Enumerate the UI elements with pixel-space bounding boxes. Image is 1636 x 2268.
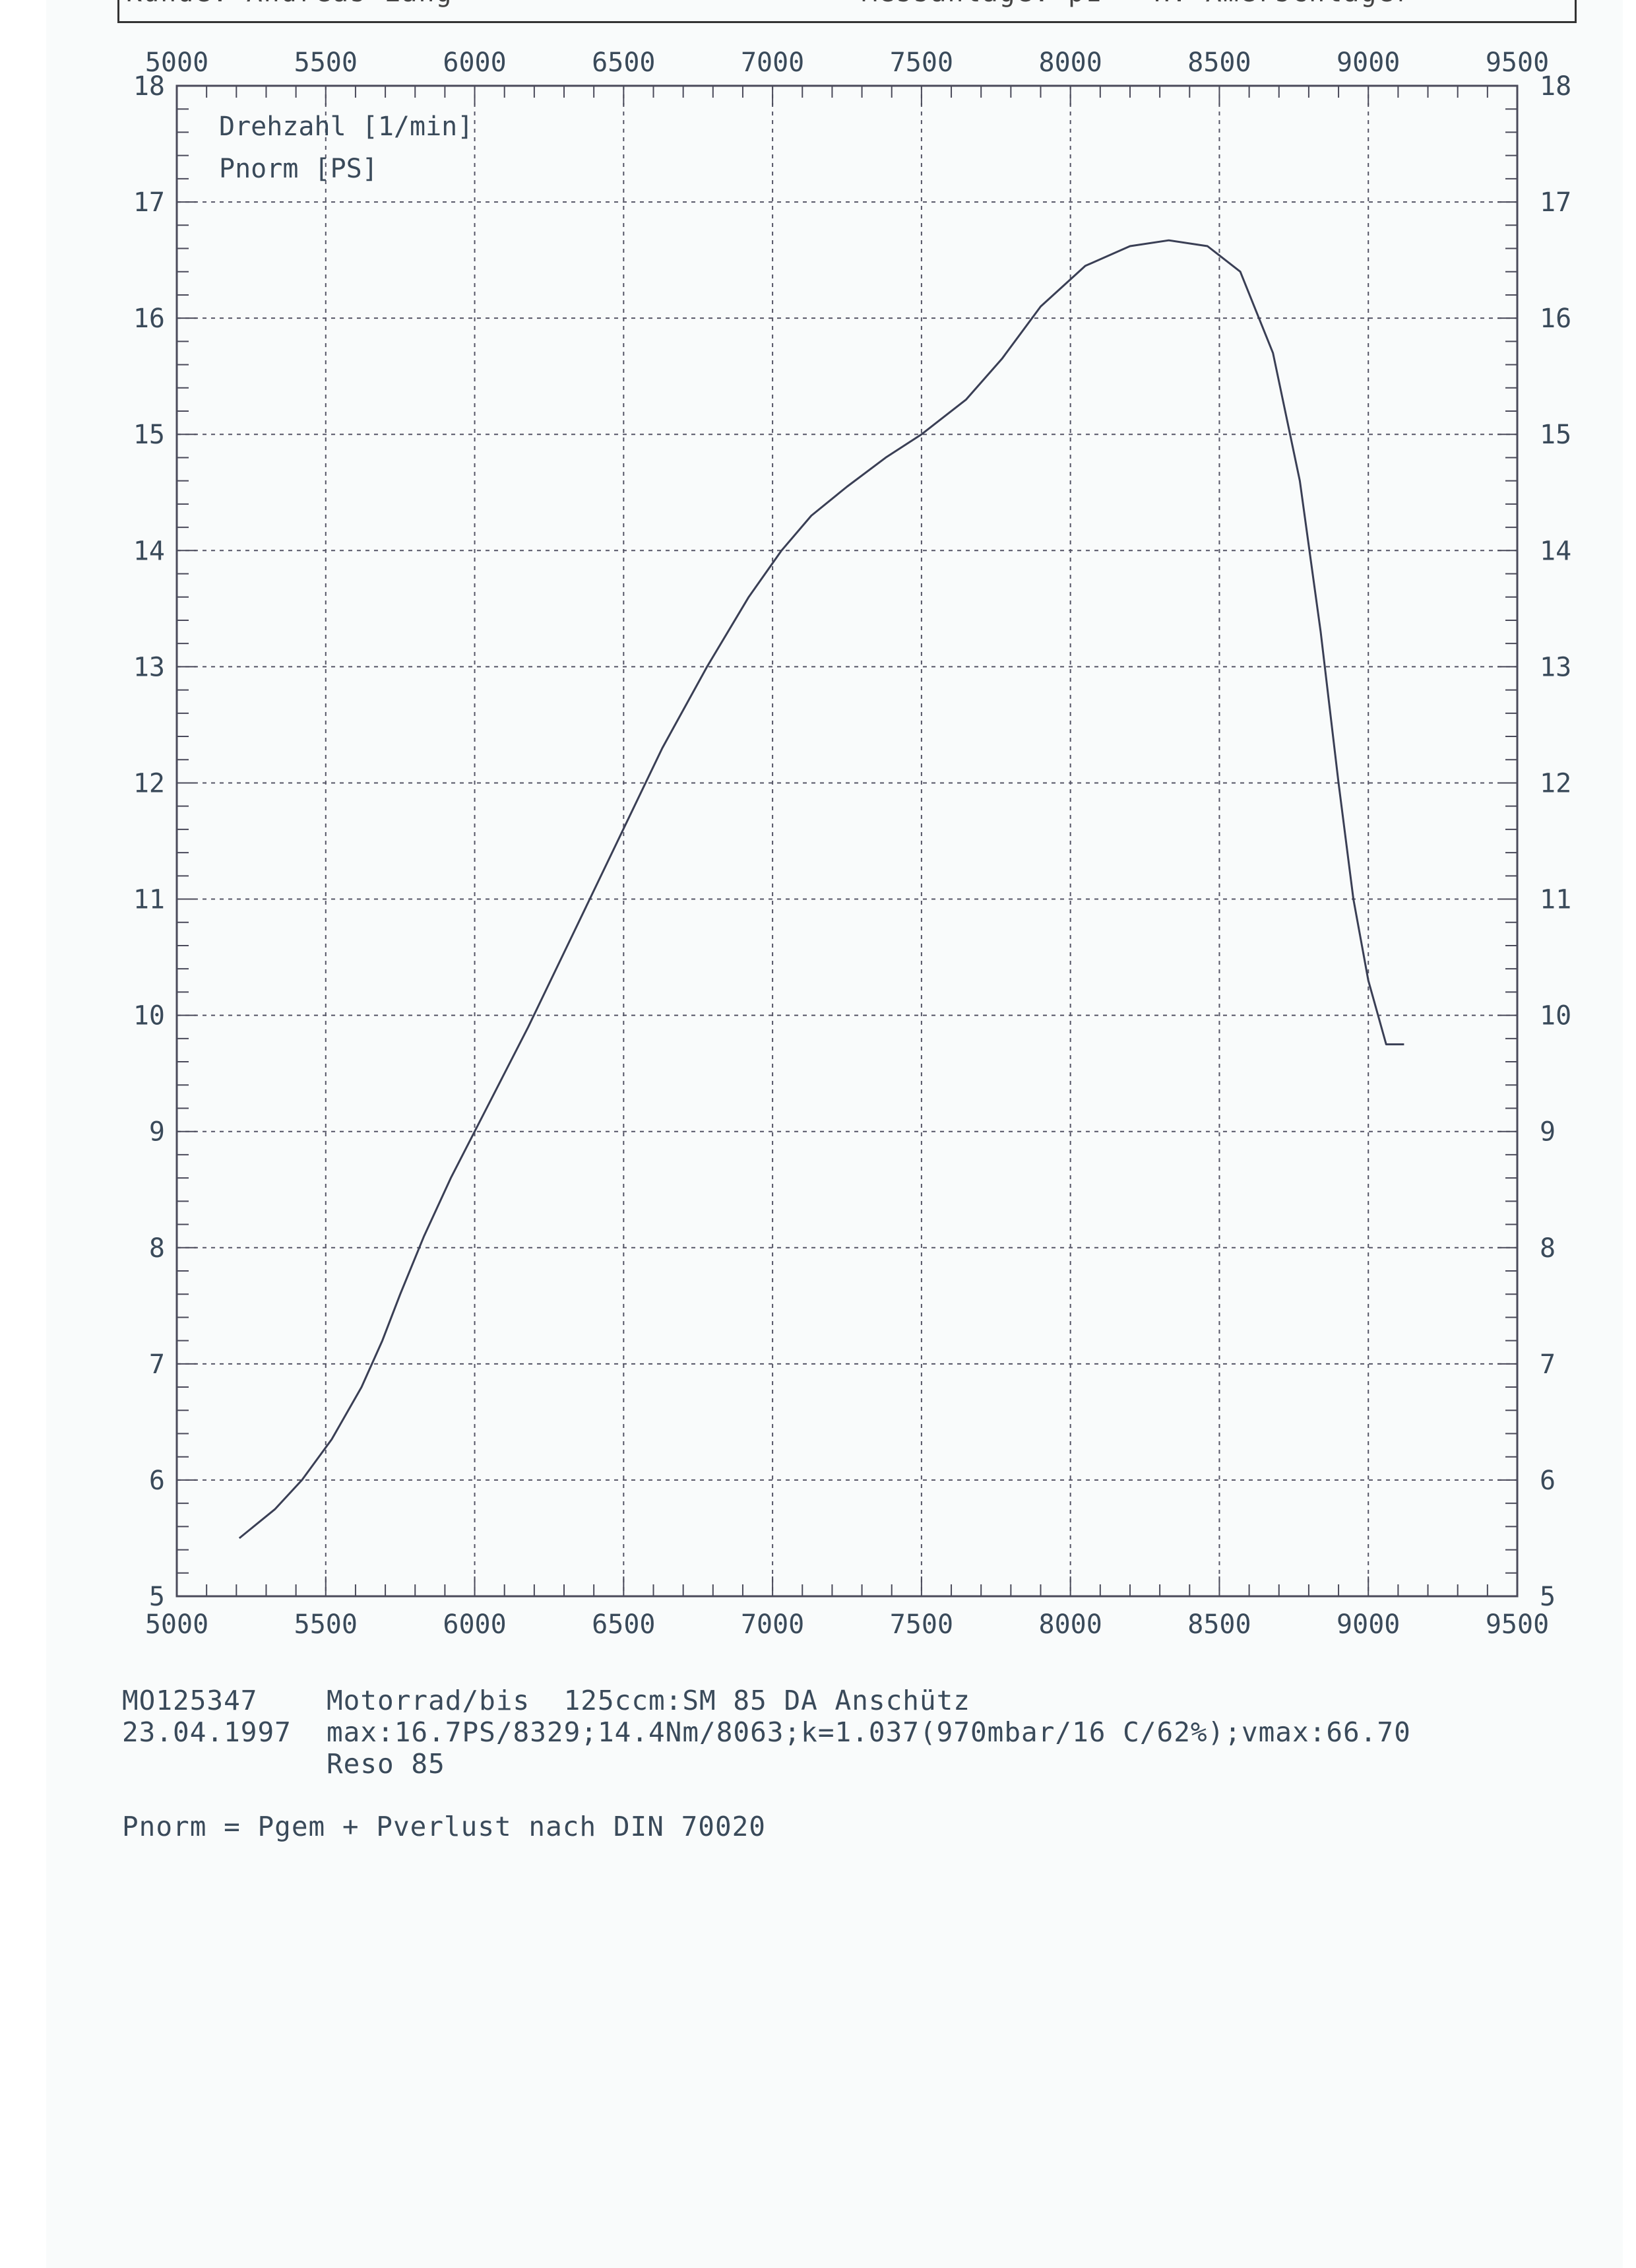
y-tick-label-left: 18	[133, 71, 165, 102]
y-tick-label-left: 9	[149, 1117, 165, 1148]
y-tick-label-right: 8	[1540, 1233, 1556, 1264]
x-tick-label-bottom: 6500	[592, 1609, 655, 1640]
report-id: MO125347	[122, 1685, 258, 1716]
y-tick-label-left: 12	[133, 768, 165, 798]
y-tick-label-left: 7	[149, 1349, 165, 1380]
y-tick-label-right: 10	[1540, 1001, 1571, 1031]
y-tick-label-left: 14	[133, 536, 165, 566]
x-tick-label-top: 5500	[294, 48, 358, 78]
y-tick-label-right: 16	[1540, 304, 1571, 334]
y-tick-label-right: 17	[1540, 187, 1571, 218]
y-tick-label-left: 13	[133, 652, 165, 682]
vehicle-description: Motorrad/bis 125ccm:SM 85 DA Anschütz	[327, 1685, 970, 1716]
x-tick-label-bottom: 9000	[1337, 1609, 1400, 1640]
report-date: 23.04.1997	[122, 1716, 292, 1748]
y-tick-label-left: 11	[133, 885, 165, 915]
x-tick-label-bottom: 9500	[1486, 1609, 1549, 1640]
y-tick-label-right: 11	[1540, 885, 1571, 915]
paper-sheet	[46, 0, 1623, 2268]
x-tick-label-bottom: 5000	[145, 1609, 208, 1640]
x-tick-label-bottom: 8000	[1039, 1609, 1102, 1640]
y-tick-label-right: 15	[1540, 420, 1571, 450]
y-tick-label-left: 6	[149, 1466, 165, 1496]
y-tick-label-left: 5	[149, 1582, 165, 1612]
y-tick-label-right: 12	[1540, 768, 1571, 798]
measurement-summary: max:16.7PS/8329;14.4Nm/8063;k=1.037(970m…	[327, 1716, 1411, 1748]
header-right-text: Messanlage: p1 - H. Amerschläger	[862, 0, 1412, 8]
x-tick-label-bottom: 7500	[890, 1609, 953, 1640]
chart-tick-labels: 5000 5000 5500 5500 6000 6000 6500 6500 7000 7000…	[133, 48, 1571, 1640]
chart-legend: Drehzahl [1/min] Pnorm [PS]	[219, 112, 473, 184]
legend-entry: Drehzahl [1/min]	[219, 112, 473, 142]
x-tick-label-top: 9000	[1337, 48, 1400, 78]
x-tick-label-top: 8000	[1039, 48, 1102, 78]
x-tick-label-bottom: 7000	[741, 1609, 804, 1640]
y-tick-label-right: 5	[1540, 1582, 1556, 1612]
x-tick-label-top: 7000	[741, 48, 804, 78]
x-tick-label-bottom: 5500	[294, 1609, 358, 1640]
x-tick-label-top: 5000	[145, 48, 208, 78]
y-tick-label-left: 17	[133, 187, 165, 218]
x-tick-label-top: 7500	[890, 48, 953, 78]
x-tick-label-top: 8500	[1187, 48, 1251, 78]
y-tick-label-right: 6	[1540, 1466, 1556, 1496]
y-tick-label-left: 15	[133, 420, 165, 450]
y-tick-label-right: 18	[1540, 71, 1571, 102]
y-tick-label-right: 13	[1540, 652, 1571, 682]
plot-frame	[175, 84, 1519, 1598]
legend-entry: Pnorm [PS]	[219, 154, 378, 184]
formula-note: Pnorm = Pgem + Pverlust nach DIN 70020	[122, 1811, 766, 1842]
y-tick-label-right: 7	[1540, 1349, 1556, 1380]
y-tick-label-right: 14	[1540, 536, 1571, 566]
series-line-pnorm	[238, 239, 1404, 1539]
x-tick-label-bottom: 6000	[443, 1609, 506, 1640]
y-tick-label-left: 8	[149, 1233, 165, 1264]
header-box: Kunde: Andreas Lang Messanlage: p1 - H. …	[117, 0, 1577, 23]
x-tick-label-top: 6500	[592, 48, 655, 78]
power-chart: 5000 5000 5500 5500 6000 6000 6500 6500 7000 7000…	[133, 48, 1571, 1640]
chart-ticks	[176, 85, 1518, 1597]
chart-grid	[177, 86, 1517, 1596]
y-tick-label-left: 10	[133, 1001, 165, 1031]
exhaust-note: Reso 85	[327, 1748, 445, 1780]
chart-series	[238, 239, 1404, 1539]
y-tick-label-left: 16	[133, 304, 165, 334]
x-tick-label-bottom: 8500	[1187, 1609, 1251, 1640]
header-left-text: Kunde: Andreas Lang	[126, 0, 453, 8]
x-tick-label-top: 6000	[443, 48, 506, 78]
x-tick-label-top: 9500	[1486, 48, 1549, 78]
y-tick-label-right: 9	[1540, 1117, 1556, 1148]
